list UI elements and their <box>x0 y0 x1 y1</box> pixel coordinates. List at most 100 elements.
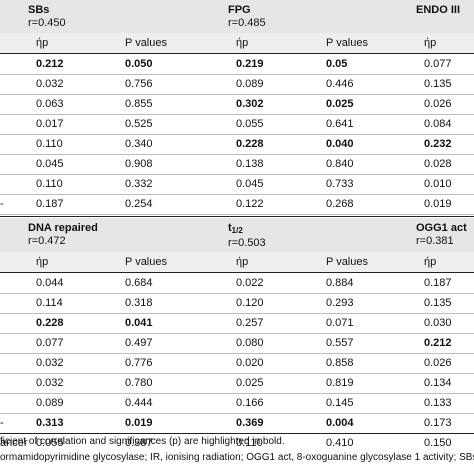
eta-cell: 0.019 <box>424 198 452 210</box>
table-bottom-rule <box>0 433 474 434</box>
eta-cell: 0.017 <box>36 118 64 130</box>
eta-cell: 0.030 <box>424 317 452 329</box>
eta-cell: 0.010 <box>424 178 452 190</box>
p-value-cell: 0.050 <box>125 58 153 70</box>
column-header: ήp <box>36 256 49 268</box>
group-correlation: r=0.485 <box>228 17 266 29</box>
group-correlation: r=0.472 <box>28 235 66 247</box>
eta-cell: 0.187 <box>424 277 452 289</box>
row-divider <box>0 174 474 175</box>
group-name: ENDO III <box>416 4 461 16</box>
p-value-cell: 0.908 <box>125 158 153 170</box>
table-row: ancer 0.055 0.387 0.110 0.410 0.150 <box>0 433 474 453</box>
column-header: ήp <box>236 256 249 268</box>
eta-cell: 0.026 <box>424 357 452 369</box>
eta-cell: 0.302 <box>236 98 264 110</box>
p-value-cell: 0.756 <box>125 78 153 90</box>
p-value-cell: 0.318 <box>125 297 153 309</box>
group-correlation: r=0.503 <box>228 237 266 249</box>
group-sbs: SBs r=0.450 <box>28 4 66 30</box>
group-name: t <box>228 222 232 234</box>
p-value-cell: 0.340 <box>125 138 153 150</box>
eta-cell: 0.026 <box>424 98 452 110</box>
footnote-2: ormamidopyrimidine glycosylase; IR, ioni… <box>0 452 474 463</box>
table-row: 0.017 0.525 0.055 0.641 0.084 <box>0 114 474 134</box>
eta-cell: 0.077 <box>36 337 64 349</box>
eta-cell: 0.032 <box>36 377 64 389</box>
eta-cell: 0.135 <box>424 297 452 309</box>
column-header: ήp <box>236 37 249 49</box>
eta-cell: 0.150 <box>424 437 452 449</box>
row-divider <box>0 333 474 334</box>
row-label: - <box>0 198 4 210</box>
table-row: 0.032 0.776 0.020 0.858 0.026 <box>0 353 474 373</box>
eta-cell: 0.313 <box>36 417 64 429</box>
row-divider <box>0 94 474 95</box>
table-row: - 0.313 0.019 0.369 0.004 0.173 <box>0 413 474 433</box>
row-divider <box>0 393 474 394</box>
p-value-cell: 0.041 <box>125 317 153 329</box>
eta-cell: 0.032 <box>36 78 64 90</box>
group-name: FPG <box>228 4 251 16</box>
p-value-cell: 0.004 <box>326 417 354 429</box>
eta-cell: 0.045 <box>36 158 64 170</box>
group-endo-iii: ENDO III <box>416 4 460 17</box>
table-row: 0.212 0.050 0.219 0.05 0.077 <box>0 54 474 74</box>
eta-cell: 0.232 <box>424 138 452 150</box>
column-header: P values <box>125 37 167 49</box>
group-ogg1-act: OGG1 act r=0.381 <box>416 222 467 248</box>
table-row: 0.045 0.908 0.138 0.840 0.028 <box>0 154 474 174</box>
p-value-cell: 0.557 <box>326 337 354 349</box>
table-row: - 0.187 0.254 0.122 0.268 0.019 <box>0 194 474 214</box>
eta-cell: 0.020 <box>236 357 264 369</box>
eta-cell: 0.257 <box>236 317 264 329</box>
row-divider <box>0 214 474 215</box>
p-value-cell: 0.776 <box>125 357 153 369</box>
p-value-cell: 0.641 <box>326 118 354 130</box>
p-value-cell: 0.780 <box>125 377 153 389</box>
eta-cell: 0.110 <box>36 138 63 150</box>
eta-cell: 0.135 <box>424 78 452 90</box>
eta-cell: 0.219 <box>236 58 264 70</box>
column-header: ήp <box>424 37 437 49</box>
group-correlation: r=0.381 <box>416 235 454 247</box>
column-header: P values <box>326 37 368 49</box>
eta-cell: 0.055 <box>36 437 64 449</box>
eta-cell: 0.025 <box>236 377 264 389</box>
eta-cell: 0.138 <box>236 158 264 170</box>
eta-cell: 0.120 <box>236 297 264 309</box>
p-value-cell: 0.040 <box>326 138 354 150</box>
p-value-cell: 0.293 <box>326 297 354 309</box>
column-header: P values <box>125 256 167 268</box>
eta-cell: 0.133 <box>424 397 452 409</box>
group-name: OGG1 act <box>416 222 467 234</box>
p-value-cell: 0.145 <box>326 397 354 409</box>
table-row: 0.032 0.780 0.025 0.819 0.134 <box>0 373 474 393</box>
row-divider <box>0 413 474 414</box>
eta-cell: 0.028 <box>424 158 452 170</box>
p-value-cell: 0.446 <box>326 78 354 90</box>
group-name-subscript: 1/2 <box>231 226 243 235</box>
p-value-cell: 0.268 <box>326 198 354 210</box>
p-value-cell: 0.254 <box>125 198 153 210</box>
eta-cell: 0.044 <box>36 277 64 289</box>
row-divider <box>0 194 474 195</box>
row-divider <box>0 74 474 75</box>
eta-cell: 0.173 <box>424 417 452 429</box>
table-row: 0.110 0.332 0.045 0.733 0.010 <box>0 174 474 194</box>
table-row: 0.032 0.756 0.089 0.446 0.135 <box>0 74 474 94</box>
row-divider <box>0 293 474 294</box>
eta-cell: 0.084 <box>424 118 452 130</box>
p-value-cell: 0.733 <box>326 178 354 190</box>
group-name: DNA repaired <box>28 222 98 234</box>
p-value-cell: 0.332 <box>125 178 153 190</box>
eta-cell: 0.228 <box>36 317 64 329</box>
group-half-life: t1/2 r=0.503 <box>228 222 266 250</box>
table-row: 0.114 0.318 0.120 0.293 0.135 <box>0 293 474 313</box>
p-value-cell: 0.525 <box>125 118 153 130</box>
row-divider <box>0 114 474 115</box>
p-value-cell: 0.410 <box>326 437 354 449</box>
eta-cell: 0.055 <box>236 118 264 130</box>
eta-cell: 0.187 <box>36 198 64 210</box>
